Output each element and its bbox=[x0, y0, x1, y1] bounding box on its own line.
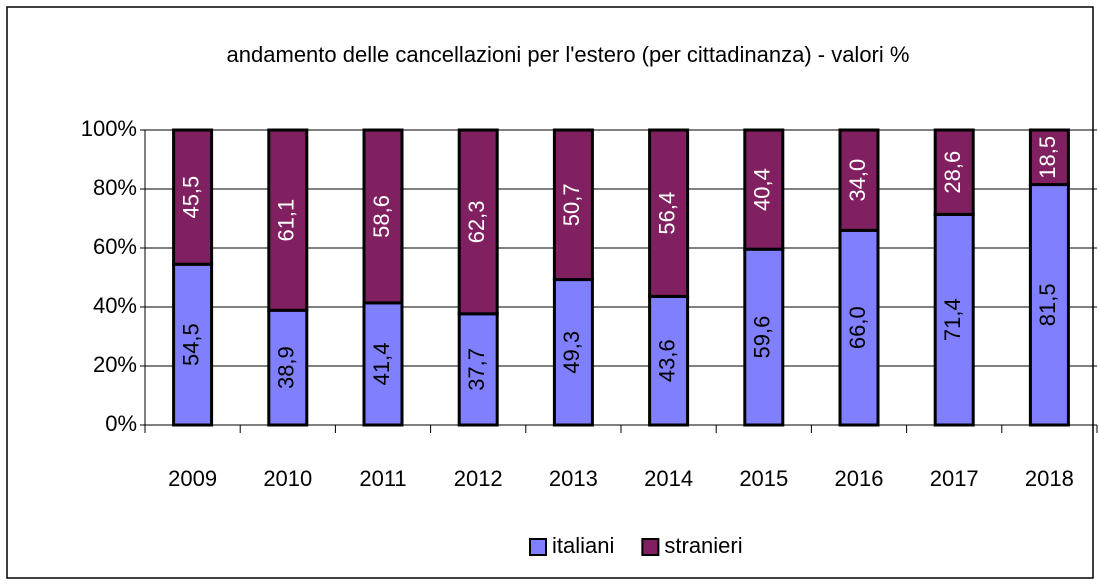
data-label: 50,7 bbox=[559, 183, 584, 226]
bar-segment bbox=[362, 128, 404, 305]
bar-segment bbox=[648, 128, 690, 298]
data-label: 58,6 bbox=[369, 195, 394, 238]
x-tick-label: 2017 bbox=[930, 466, 979, 491]
data-label: 43,6 bbox=[654, 339, 679, 382]
bar-segment bbox=[1028, 183, 1070, 427]
data-label: 71,4 bbox=[940, 298, 965, 341]
bar-segment bbox=[743, 128, 785, 251]
data-label: 38,9 bbox=[274, 346, 299, 389]
data-label: 40,4 bbox=[750, 168, 775, 211]
x-tick-label: 2014 bbox=[644, 466, 693, 491]
x-tick-label: 2010 bbox=[263, 466, 312, 491]
legend-label: stranieri bbox=[664, 533, 742, 558]
y-tick-label: 20% bbox=[93, 352, 137, 377]
data-label: 54,5 bbox=[178, 323, 203, 366]
bar-segment bbox=[457, 312, 499, 427]
x-tick-label: 2009 bbox=[168, 466, 217, 491]
chart-title: andamento delle cancellazioni per l'este… bbox=[227, 42, 910, 67]
bar-segment bbox=[172, 128, 214, 266]
legend-swatch bbox=[641, 538, 660, 556]
x-tick-label: 2011 bbox=[359, 466, 406, 491]
data-label: 28,6 bbox=[940, 151, 965, 194]
bar-segment bbox=[267, 308, 309, 427]
data-label: 34,0 bbox=[845, 159, 870, 202]
bar-segment bbox=[1028, 128, 1070, 187]
data-label: 59,6 bbox=[750, 316, 775, 359]
x-tick-label: 2016 bbox=[835, 466, 884, 491]
data-label: 49,3 bbox=[559, 331, 584, 374]
bar-segment bbox=[552, 128, 594, 282]
data-label: 66,0 bbox=[845, 306, 870, 349]
bar-segment bbox=[933, 128, 975, 216]
bar-segment bbox=[362, 301, 404, 427]
bar-segment bbox=[267, 128, 309, 312]
y-tick-label: 0% bbox=[105, 411, 137, 436]
data-label: 37,7 bbox=[464, 348, 489, 391]
x-tick-label: 2015 bbox=[739, 466, 788, 491]
y-tick-label: 100% bbox=[81, 116, 137, 141]
y-tick-label: 60% bbox=[93, 234, 137, 259]
x-tick-label: 2018 bbox=[1025, 466, 1074, 491]
legend-swatch bbox=[529, 538, 547, 556]
data-label: 61,1 bbox=[274, 199, 299, 242]
y-tick-label: 40% bbox=[93, 293, 137, 318]
data-label: 56,4 bbox=[654, 192, 679, 235]
data-label: 81,5 bbox=[1035, 283, 1060, 326]
x-tick-label: 2012 bbox=[454, 466, 503, 491]
bar-segment bbox=[838, 228, 880, 427]
bar-segment bbox=[743, 247, 785, 427]
data-label: 18,5 bbox=[1035, 136, 1060, 179]
data-label: 45,5 bbox=[178, 176, 203, 219]
bar-segment bbox=[552, 278, 594, 427]
x-tick-label: 2013 bbox=[549, 466, 598, 491]
chart-frame bbox=[6, 6, 1094, 579]
bar-segment bbox=[457, 128, 499, 316]
data-label: 41,4 bbox=[369, 343, 394, 386]
bar-segment bbox=[838, 128, 880, 232]
y-tick-label: 80% bbox=[93, 175, 137, 200]
legend-label: italiani bbox=[552, 533, 614, 558]
data-label: 62,3 bbox=[464, 200, 489, 243]
